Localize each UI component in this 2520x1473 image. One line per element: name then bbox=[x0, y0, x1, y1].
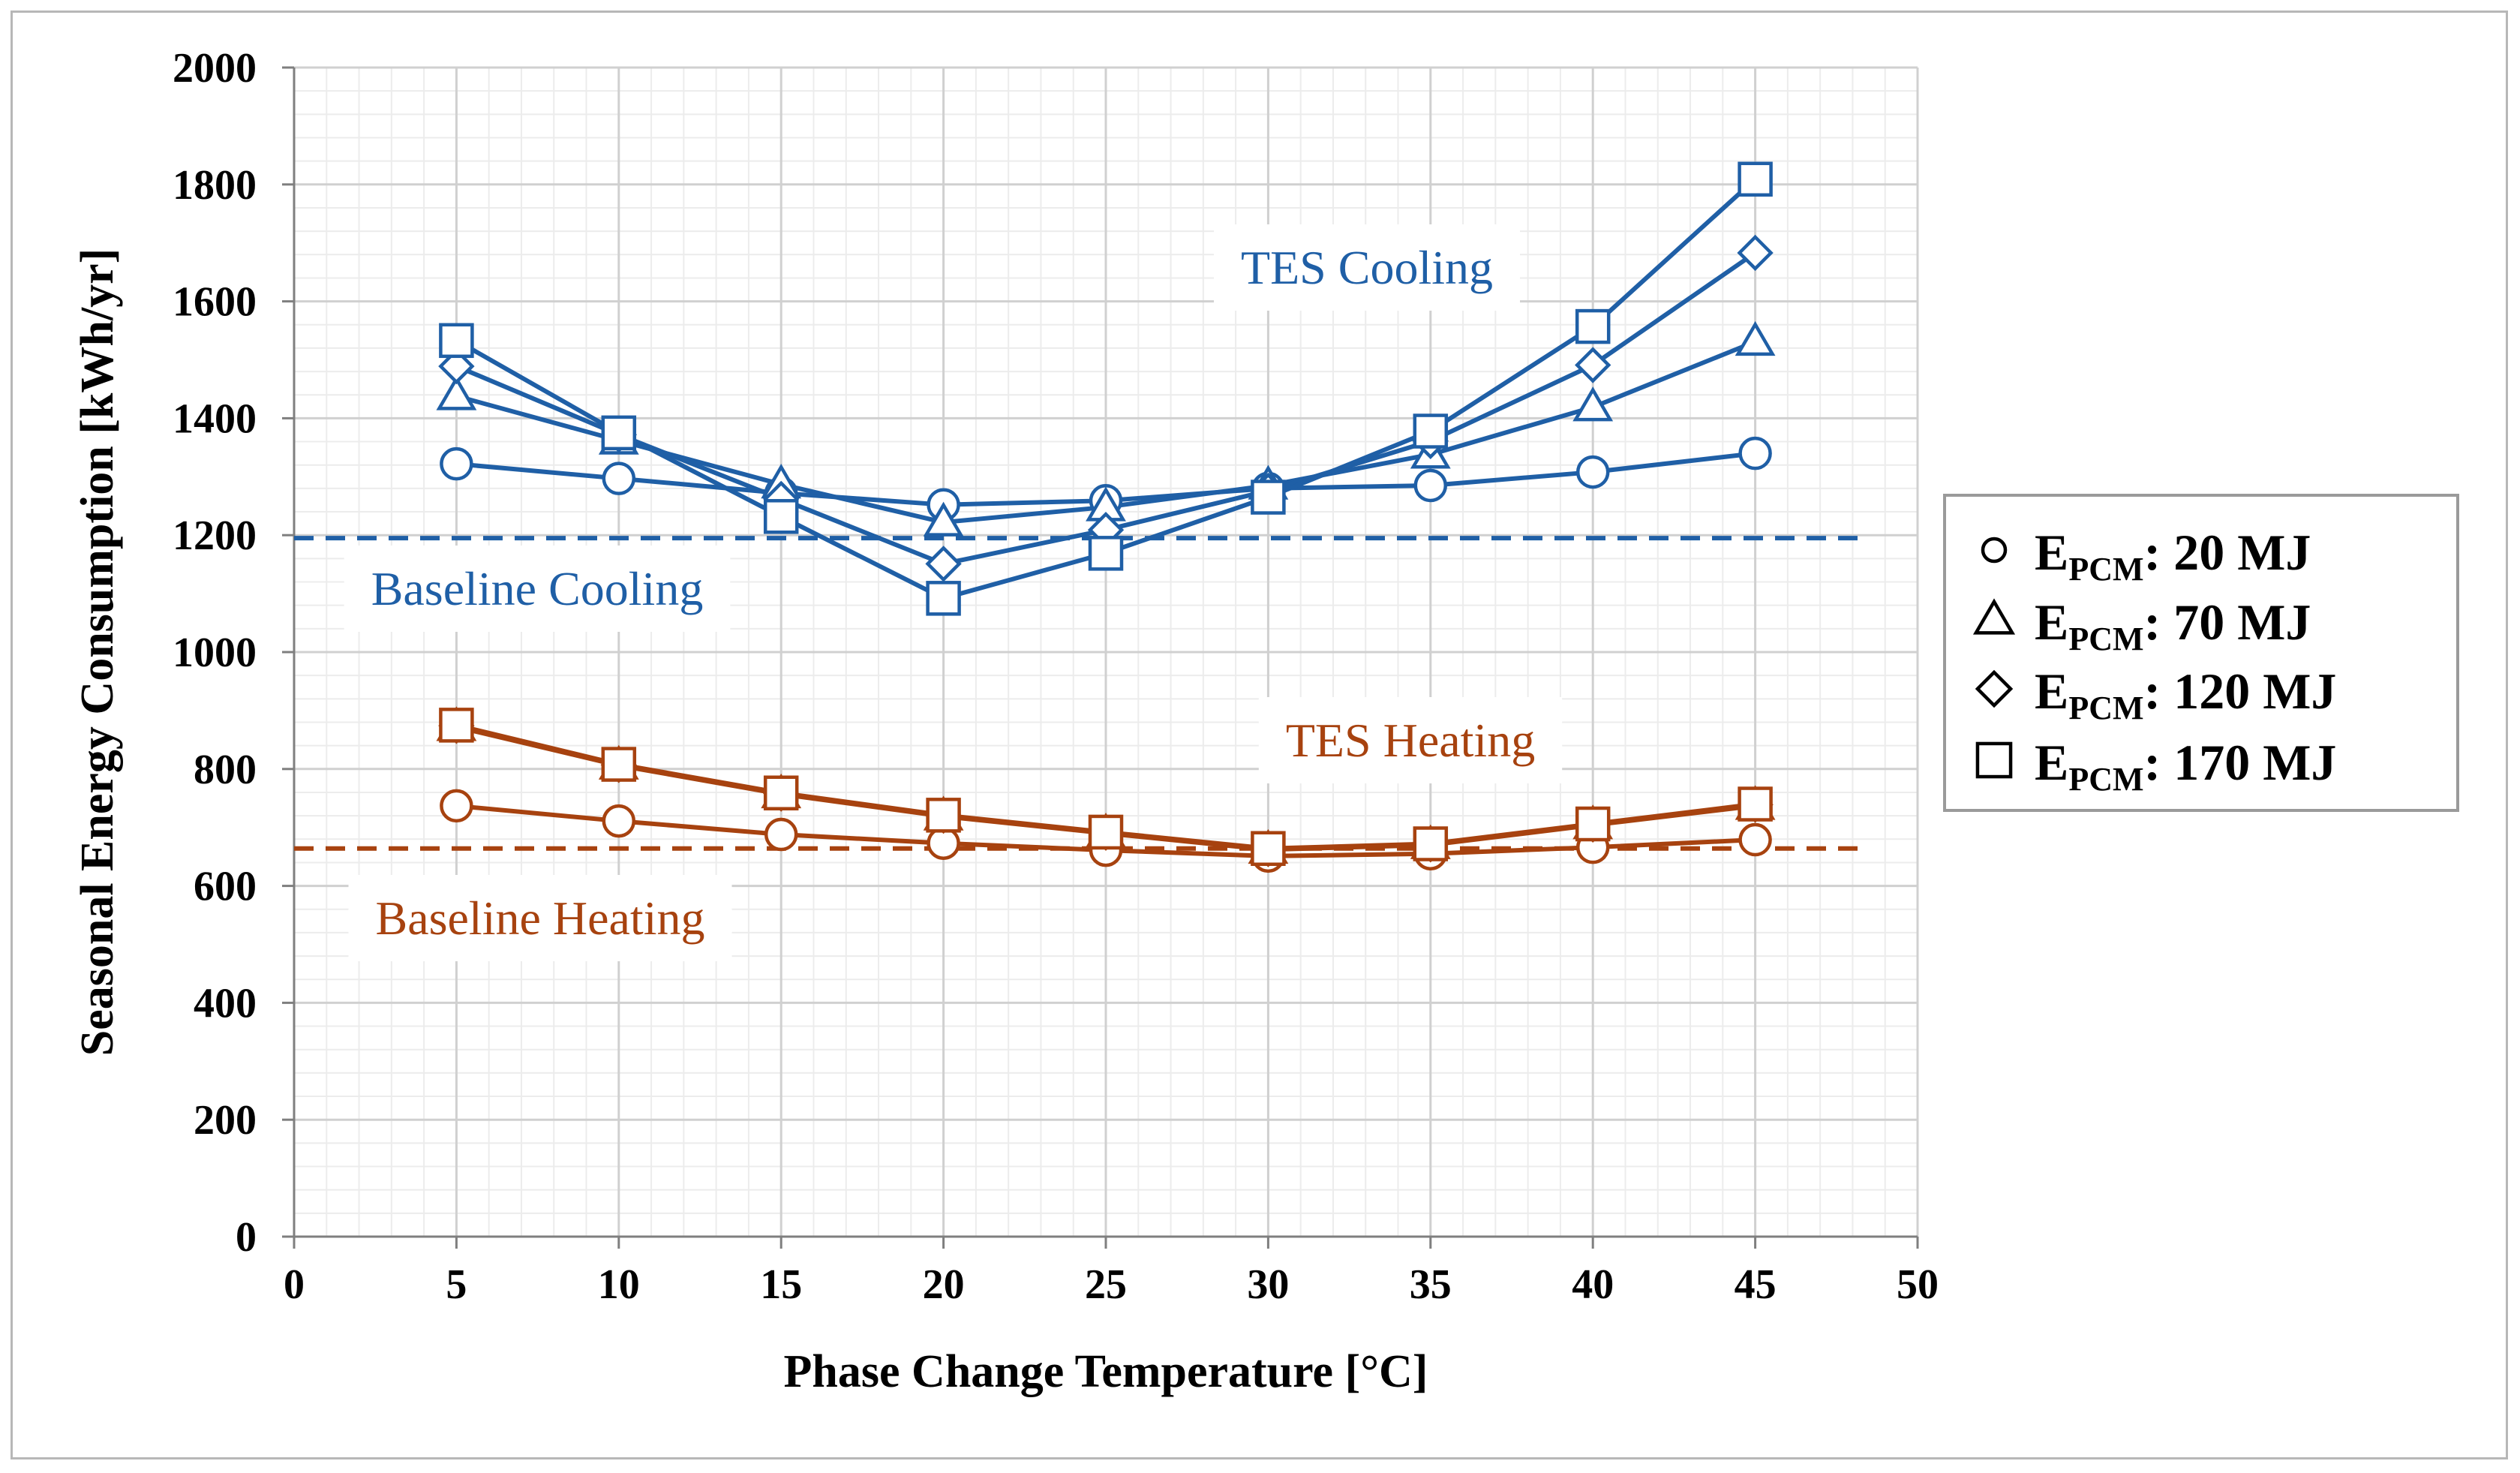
legend-entry-value: : 20 MJ bbox=[2144, 524, 2311, 581]
y-tick-label: 1600 bbox=[173, 279, 257, 326]
x-tick-label: 5 bbox=[446, 1261, 467, 1308]
x-tick-label: 50 bbox=[1897, 1261, 1939, 1308]
y-tick-label: 1200 bbox=[173, 513, 257, 559]
circle-marker bbox=[1575, 455, 1610, 489]
annotation-background bbox=[348, 875, 732, 961]
tick-labels: 0 5 10 15 20 25 30 35 40 45 50 0 200 400 600 800 1000 120… bbox=[173, 45, 1939, 1308]
square-marker bbox=[1575, 806, 1611, 842]
legend-circle-icon bbox=[1981, 537, 2008, 564]
annotation-baseline-cooling: Baseline Cooling bbox=[371, 562, 704, 615]
series-markers-7 bbox=[439, 708, 1773, 866]
annotation-baseline-heating: Baseline Heating bbox=[376, 891, 705, 945]
legend-entry-subscript: PCM bbox=[2068, 551, 2143, 588]
square-marker bbox=[601, 747, 637, 782]
square-marker bbox=[926, 798, 961, 833]
annotations: TES Cooling Baseline Cooling TES Heating Ba… bbox=[344, 224, 1563, 961]
square-marker bbox=[1088, 536, 1124, 571]
axes bbox=[282, 66, 1919, 1249]
y-tick-label: 600 bbox=[194, 864, 257, 910]
triangle-marker bbox=[923, 501, 964, 537]
x-tick-label: 20 bbox=[923, 1261, 965, 1308]
square-marker bbox=[763, 499, 799, 534]
square-marker bbox=[1413, 413, 1449, 449]
annotation-tes-heating: TES Heating bbox=[1286, 714, 1535, 767]
x-tick-label: 45 bbox=[1735, 1261, 1777, 1308]
y-tick-label: 800 bbox=[194, 747, 257, 793]
circle-marker bbox=[440, 446, 473, 481]
legend-entry-prefix: E bbox=[2035, 663, 2068, 720]
y-tick-label: 2000 bbox=[173, 45, 257, 92]
annotation-background bbox=[344, 546, 731, 632]
circle-marker bbox=[764, 817, 798, 852]
legend-entry-prefix: E bbox=[2035, 594, 2068, 651]
legend-box bbox=[1943, 494, 2459, 812]
legend-entry-1: EPCM: 70 MJ bbox=[2035, 594, 2311, 657]
legend-square-icon bbox=[1975, 741, 2013, 779]
legend-entry-value: : 70 MJ bbox=[2144, 594, 2311, 651]
y-tick-label: 1800 bbox=[173, 162, 257, 209]
square-marker bbox=[926, 581, 961, 616]
legend-entry-prefix: E bbox=[2035, 524, 2068, 581]
square-marker bbox=[1738, 161, 1773, 197]
diamond-marker bbox=[1737, 234, 1774, 272]
legend-entry-subscript: PCM bbox=[2068, 621, 2143, 657]
series-markers-3 bbox=[439, 161, 1773, 616]
diamond-marker bbox=[1575, 347, 1611, 383]
triangle-marker bbox=[436, 375, 477, 410]
x-tick-label: 0 bbox=[284, 1261, 305, 1308]
y-tick-label: 200 bbox=[194, 1097, 257, 1144]
legend-entry-value: : 120 MJ bbox=[2144, 663, 2337, 720]
major-grid bbox=[293, 66, 1919, 1238]
legend-entry-subscript: PCM bbox=[2068, 690, 2143, 726]
y-tick-label: 0 bbox=[236, 1214, 257, 1261]
square-marker bbox=[1738, 786, 1773, 822]
circle-marker bbox=[602, 804, 636, 838]
annotation-background bbox=[1213, 224, 1521, 311]
circle-marker bbox=[1738, 436, 1772, 470]
x-tick-label: 30 bbox=[1247, 1261, 1289, 1308]
triangle-marker bbox=[1572, 386, 1614, 422]
square-marker bbox=[1251, 831, 1286, 866]
series-markers bbox=[436, 161, 1776, 873]
legend-diamond-icon bbox=[1975, 669, 2014, 708]
circle-marker bbox=[602, 461, 636, 495]
legend-entry-0: EPCM: 20 MJ bbox=[2035, 524, 2311, 588]
square-marker bbox=[1575, 308, 1611, 344]
square-marker bbox=[763, 775, 799, 810]
square-marker bbox=[439, 708, 474, 743]
square-marker bbox=[1251, 479, 1286, 515]
legend-entry-prefix: E bbox=[2035, 734, 2068, 791]
square-marker bbox=[1413, 826, 1449, 861]
annotation-background bbox=[1258, 697, 1563, 783]
circle-marker bbox=[440, 789, 473, 823]
x-axis-title: Phase Change Temperature [°C] bbox=[784, 1346, 1428, 1397]
circle-marker bbox=[1413, 468, 1448, 503]
legend-triangle-icon bbox=[1972, 598, 2016, 635]
square-marker bbox=[1088, 814, 1124, 850]
x-tick-label: 15 bbox=[760, 1261, 802, 1308]
x-tick-label: 25 bbox=[1085, 1261, 1127, 1308]
annotation-tes-cooling: TES Cooling bbox=[1241, 241, 1493, 294]
legend-entry-3: EPCM: 170 MJ bbox=[2035, 734, 2336, 798]
legend-entry-2: EPCM: 120 MJ bbox=[2035, 663, 2336, 726]
triangle-marker bbox=[1735, 320, 1776, 356]
diamond-marker bbox=[438, 347, 475, 385]
square-marker bbox=[601, 415, 637, 451]
y-axis-title: Seasonal Energy Consumption [kWh/yr] bbox=[72, 248, 123, 1057]
square-marker bbox=[439, 323, 474, 359]
y-tick-label: 1000 bbox=[173, 630, 257, 676]
x-tick-label: 35 bbox=[1410, 1261, 1452, 1308]
diamond-marker bbox=[925, 546, 962, 582]
y-tick-label: 1400 bbox=[173, 395, 257, 442]
y-tick-label: 400 bbox=[194, 980, 257, 1027]
x-tick-label: 10 bbox=[598, 1261, 640, 1308]
circle-marker bbox=[1738, 822, 1772, 857]
legend-entry-subscript: PCM bbox=[2068, 761, 2143, 798]
baselines bbox=[294, 536, 1870, 851]
x-tick-label: 40 bbox=[1572, 1261, 1614, 1308]
legend-entry-value: : 170 MJ bbox=[2144, 734, 2337, 791]
